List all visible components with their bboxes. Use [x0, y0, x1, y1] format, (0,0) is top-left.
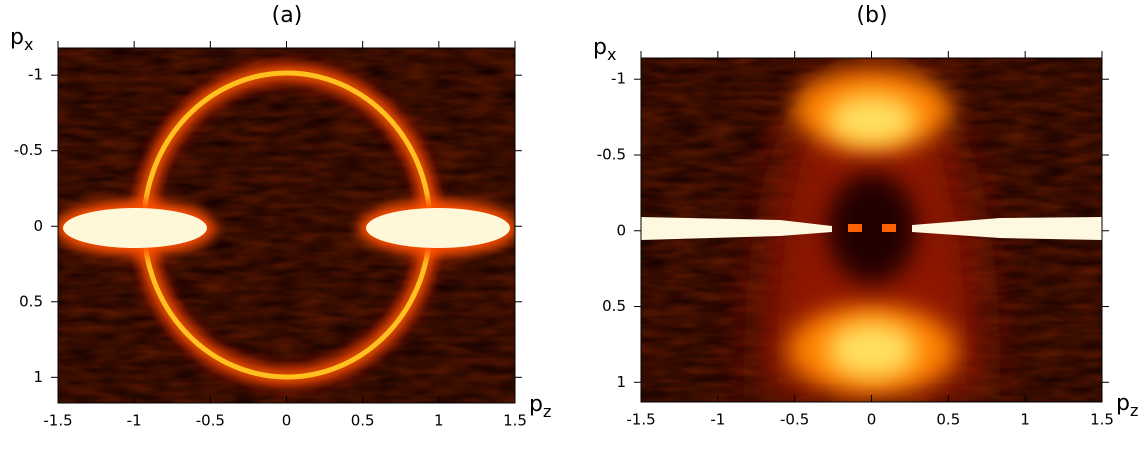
x-tick-label: -1.5 [626, 411, 655, 429]
axis-label-text: p [593, 35, 607, 60]
y-tick-label: 0 [33, 217, 43, 235]
x-tick-label: 0 [282, 412, 292, 430]
y-tick-label: -0.5 [14, 141, 43, 159]
chart-title: (a) [272, 3, 303, 28]
y-tick-label: 0.5 [19, 292, 43, 310]
chart-title: (b) [856, 3, 887, 28]
x-tick-label: 1.5 [503, 412, 527, 430]
axis-label-text: p [1116, 391, 1130, 416]
y-tick-label: -0.5 [597, 145, 626, 163]
axis-label-sub: z [543, 402, 551, 421]
axis-label-text: p [10, 25, 24, 50]
x-tick-label: -1 [710, 411, 725, 429]
x-tick-label: 0.5 [936, 411, 960, 429]
heatmap-image [641, 58, 1102, 402]
y-tick-label: 0.5 [602, 297, 626, 315]
axis-label: px [10, 25, 33, 54]
x-tick-label: 0.5 [351, 412, 375, 430]
x-tick-label: -0.5 [196, 412, 225, 430]
x-tick-label: -0.5 [780, 411, 809, 429]
y-tick-label: -1 [28, 66, 43, 84]
axis-label: pz [1116, 391, 1138, 420]
y-tick-label: 0 [616, 221, 626, 239]
y-tick-label: 1 [616, 373, 626, 391]
x-tick-label: 1 [434, 412, 444, 430]
axis-label-sub: z [1130, 401, 1138, 420]
x-tick-label: -1.5 [43, 412, 72, 430]
y-tick-label: -1 [611, 70, 626, 88]
axis-label-text: p [529, 392, 543, 417]
heatmap-image [58, 48, 515, 403]
x-tick-label: -1 [127, 412, 142, 430]
axis-label: px [593, 35, 616, 64]
x-tick-label: 1 [1020, 411, 1030, 429]
y-tick-label: 1 [33, 368, 43, 386]
axis-label-sub: x [607, 45, 616, 64]
axis-label-sub: x [24, 35, 33, 54]
axis-label: pz [529, 392, 551, 421]
x-tick-label: 1.5 [1090, 411, 1114, 429]
x-tick-label: 0 [867, 411, 877, 429]
